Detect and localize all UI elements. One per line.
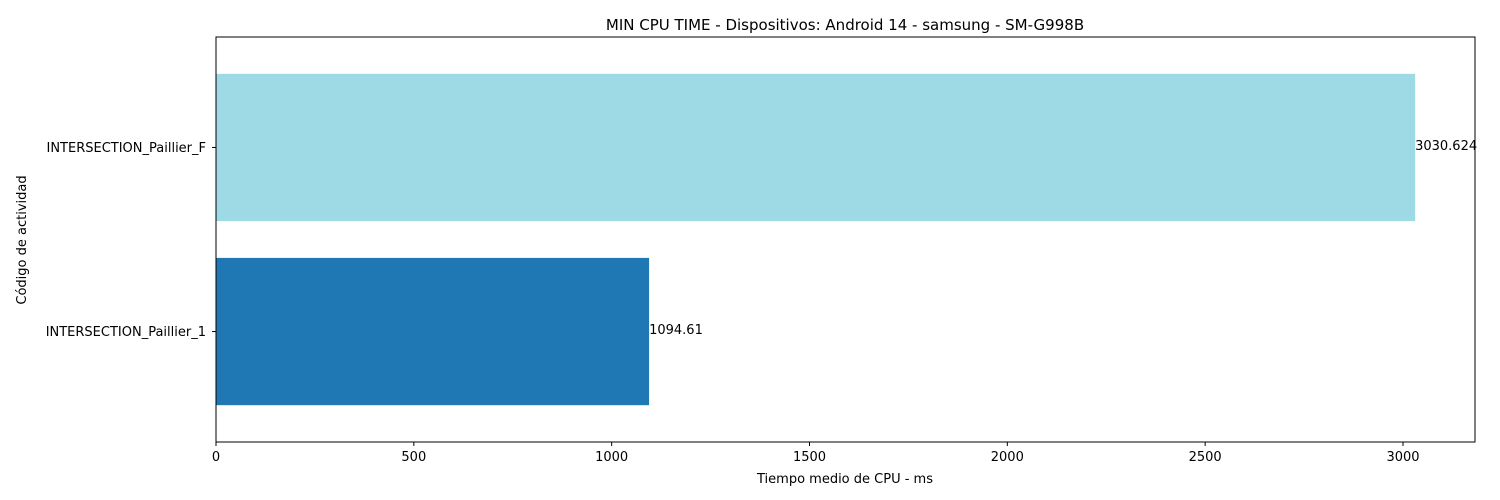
- x-tick-label: 1000: [595, 450, 628, 465]
- value-labels-group: 1094.61 3030.624: [649, 139, 1477, 338]
- x-tick-label: 2000: [991, 450, 1024, 465]
- x-axis-label: Tiempo medio de CPU - ms: [756, 472, 933, 487]
- chart-title: MIN CPU TIME - Dispositivos: Android 14 …: [606, 16, 1084, 34]
- plot-area-frame: [215, 36, 1476, 443]
- x-axis-ticks: 0 500 1000 1500 2000 2500 3000: [212, 442, 1420, 465]
- y-axis-label: Código de actividad: [15, 175, 30, 304]
- value-label-INTERSECTION_Paillier_1: 1094.61: [649, 323, 703, 338]
- x-tick-label: 0: [212, 450, 220, 465]
- value-label-INTERSECTION_Paillier_F: 3030.624: [1415, 139, 1477, 154]
- bar-INTERSECTION_Paillier_1: [216, 257, 650, 406]
- x-tick-label: 500: [401, 450, 426, 465]
- x-tick-label: 2500: [1189, 450, 1222, 465]
- x-tick-label: 1500: [793, 450, 826, 465]
- bars-group: [216, 73, 1416, 406]
- y-tick-label: INTERSECTION_Paillier_1: [46, 325, 206, 340]
- y-tick-label: INTERSECTION_Paillier_F: [46, 141, 206, 156]
- bar-INTERSECTION_Paillier_F: [216, 73, 1416, 222]
- x-tick-label: 3000: [1386, 450, 1419, 465]
- y-axis-ticks: INTERSECTION_Paillier_1 INTERSECTION_Pail…: [46, 141, 216, 340]
